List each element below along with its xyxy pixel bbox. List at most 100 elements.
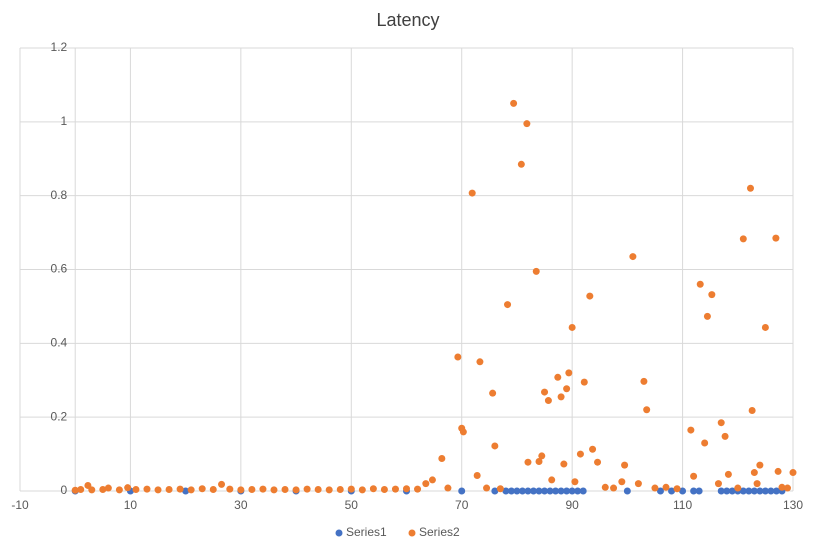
- point: [774, 467, 782, 475]
- point: [687, 426, 695, 434]
- point: [218, 480, 226, 488]
- point: [428, 476, 436, 484]
- point: [535, 457, 543, 465]
- x-tick-label: 30: [234, 498, 248, 512]
- point: [651, 484, 659, 492]
- point: [746, 184, 754, 192]
- point: [557, 393, 565, 401]
- point: [574, 487, 582, 495]
- point: [571, 478, 579, 486]
- point: [728, 487, 736, 495]
- point: [690, 472, 698, 480]
- point: [226, 485, 234, 493]
- point: [303, 485, 311, 493]
- point: [504, 301, 512, 309]
- point: [695, 487, 703, 495]
- point: [154, 486, 162, 494]
- point: [544, 397, 552, 405]
- point: [756, 487, 764, 495]
- point: [750, 469, 758, 477]
- point: [745, 487, 753, 495]
- point: [548, 476, 556, 484]
- point: [237, 486, 245, 494]
- point: [132, 486, 140, 494]
- point: [369, 485, 377, 493]
- x-tick-label: 10: [124, 498, 138, 512]
- point: [476, 358, 484, 366]
- point: [679, 487, 687, 495]
- point: [634, 480, 642, 488]
- point: [696, 280, 704, 288]
- y-tick-label: 0.2: [51, 409, 68, 423]
- point: [739, 235, 747, 243]
- point: [358, 486, 366, 494]
- point: [703, 312, 711, 320]
- point: [594, 458, 602, 466]
- point: [714, 480, 722, 488]
- point: [468, 189, 476, 197]
- point: [88, 486, 96, 494]
- legend-label: Series2: [419, 525, 460, 539]
- point: [454, 353, 462, 361]
- point: [124, 484, 132, 492]
- point: [662, 483, 670, 491]
- point: [589, 445, 597, 453]
- point: [524, 458, 532, 466]
- point: [623, 487, 631, 495]
- point: [71, 486, 79, 494]
- point: [563, 487, 571, 495]
- point: [187, 486, 195, 494]
- point: [510, 99, 518, 107]
- point: [518, 487, 526, 495]
- point: [176, 485, 184, 493]
- point: [618, 478, 626, 486]
- point: [414, 485, 422, 493]
- point: [444, 484, 452, 492]
- y-tick-label: 0.6: [51, 262, 68, 276]
- point: [541, 487, 549, 495]
- point: [673, 485, 681, 493]
- x-tick-label: 90: [565, 498, 579, 512]
- point: [270, 486, 278, 494]
- point: [517, 160, 525, 168]
- point: [668, 487, 676, 495]
- point: [422, 480, 430, 488]
- point: [77, 486, 85, 494]
- point: [761, 323, 769, 331]
- point: [502, 487, 510, 495]
- point: [690, 487, 698, 495]
- point: [325, 486, 333, 494]
- point: [656, 487, 664, 495]
- x-tick-label: -10: [11, 498, 29, 512]
- point: [580, 378, 588, 386]
- point: [99, 486, 107, 494]
- point: [104, 484, 112, 492]
- point: [557, 487, 565, 495]
- point: [165, 486, 173, 494]
- point: [783, 484, 791, 492]
- point: [717, 487, 725, 495]
- point: [629, 253, 637, 261]
- point: [750, 487, 758, 495]
- point: [524, 487, 532, 495]
- point: [778, 483, 786, 491]
- point: [459, 428, 467, 436]
- point: [568, 323, 576, 331]
- point: [491, 487, 499, 495]
- point: [586, 292, 594, 300]
- point: [721, 432, 729, 440]
- point: [734, 484, 742, 492]
- point: [535, 487, 543, 495]
- point: [563, 385, 571, 393]
- point: [576, 450, 584, 458]
- point: [546, 487, 554, 495]
- y-tick-label: 1.2: [51, 40, 68, 54]
- point: [643, 406, 651, 414]
- point: [552, 487, 560, 495]
- point: [489, 389, 497, 397]
- point: [701, 439, 709, 447]
- point: [314, 486, 322, 494]
- point: [772, 487, 780, 495]
- point: [761, 487, 769, 495]
